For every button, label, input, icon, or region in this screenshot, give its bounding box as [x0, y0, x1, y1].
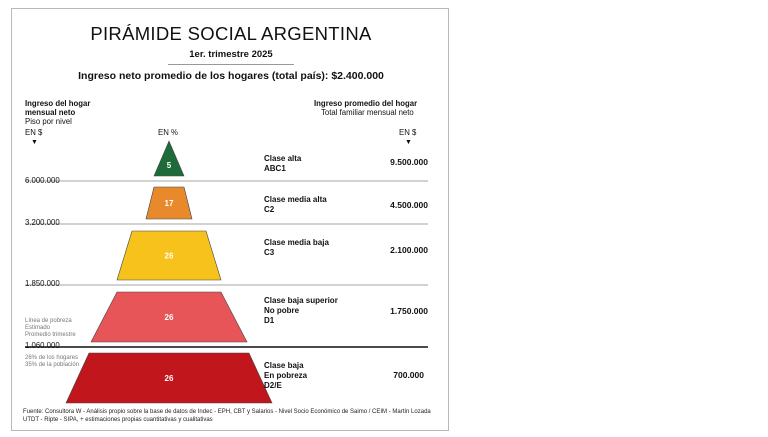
chart-subtitle: 1er. trimestre 2025 — [189, 49, 273, 60]
avg-income-value: 4.500.000 — [390, 200, 428, 210]
class-sublabel: No pobre — [264, 306, 300, 315]
threshold-label: 1.060.000 — [25, 341, 60, 350]
class-code: D2/E — [264, 381, 282, 390]
tier-percentage-label: 26 — [165, 313, 174, 322]
pyramid-tier-c3 — [116, 230, 222, 281]
poverty-line-note-1: Línea de pobreza — [25, 318, 72, 324]
source-note: Fuente: Consultora W - Análisis propio s… — [23, 409, 431, 423]
pyramid-tier-abc1 — [153, 140, 185, 177]
infographic-card: PIRÁMIDE SOCIAL ARGENTINA 1er. trimestre… — [11, 8, 449, 431]
tier-percentage-label: 17 — [165, 199, 174, 208]
pyramid-chart: 5 17 26 26 26 — [25, 140, 428, 404]
left-header-line2: mensual neto — [25, 108, 76, 117]
left-header-line3: Piso por nivel — [25, 117, 72, 126]
threshold-label: 6.000.000 — [25, 176, 60, 185]
left-header-unit: EN $ — [25, 128, 43, 137]
avg-income-value: 2.100.000 — [390, 245, 428, 255]
average-income-headline: Ingreso neto promedio de los hogares (to… — [78, 70, 384, 82]
class-label: Clase baja — [264, 361, 304, 370]
threshold-label: 1.850.000 — [25, 279, 60, 288]
class-sublabel: En pobreza — [264, 371, 308, 380]
avg-income-value: 1.750.000 — [390, 306, 428, 316]
pyramid-tier-c2 — [145, 186, 193, 220]
pyramid-tier-no-pobre — [90, 291, 248, 343]
tier-percentage-label: 5 — [167, 161, 172, 170]
class-label: Clase alta — [264, 154, 302, 163]
poverty-line-note-2: Estimado — [25, 325, 51, 331]
poverty-share-households: 26% de los hogares — [25, 355, 79, 361]
class-code: C2 — [264, 205, 275, 214]
poverty-line-note-3: Promedio trimestre — [25, 332, 76, 338]
tier-percentage-label: 26 — [165, 252, 174, 261]
pyramid-tier-en-pobreza — [65, 352, 273, 404]
poverty-share-population: 35% de la población — [25, 362, 80, 368]
chart-title: PIRÁMIDE SOCIAL ARGENTINA — [90, 23, 372, 44]
class-label: Clase media baja — [264, 238, 329, 247]
right-header-line2: Total familiar mensual neto — [321, 108, 414, 117]
right-header-line1: Ingreso promedio del hogar — [314, 99, 418, 108]
left-down-arrow-icon: ▼ — [31, 139, 38, 146]
tier-percentage-label: 26 — [165, 374, 174, 383]
center-header-unit: EN % — [158, 128, 178, 137]
avg-income-value: 9.500.000 — [390, 157, 428, 167]
class-label: Clase baja superior — [264, 296, 338, 305]
right-down-arrow-icon: ▼ — [405, 139, 412, 146]
avg-income-value: 700.000 — [393, 370, 424, 380]
class-code: C3 — [264, 248, 275, 257]
threshold-label: 3.200.000 — [25, 218, 60, 227]
class-code: D1 — [264, 316, 275, 325]
class-label: Clase media alta — [264, 195, 327, 204]
right-header-unit: EN $ — [399, 128, 417, 137]
class-code: ABC1 — [264, 164, 286, 173]
left-header-line1: Ingreso del hogar — [25, 99, 91, 108]
subtitle-divider — [168, 64, 294, 65]
